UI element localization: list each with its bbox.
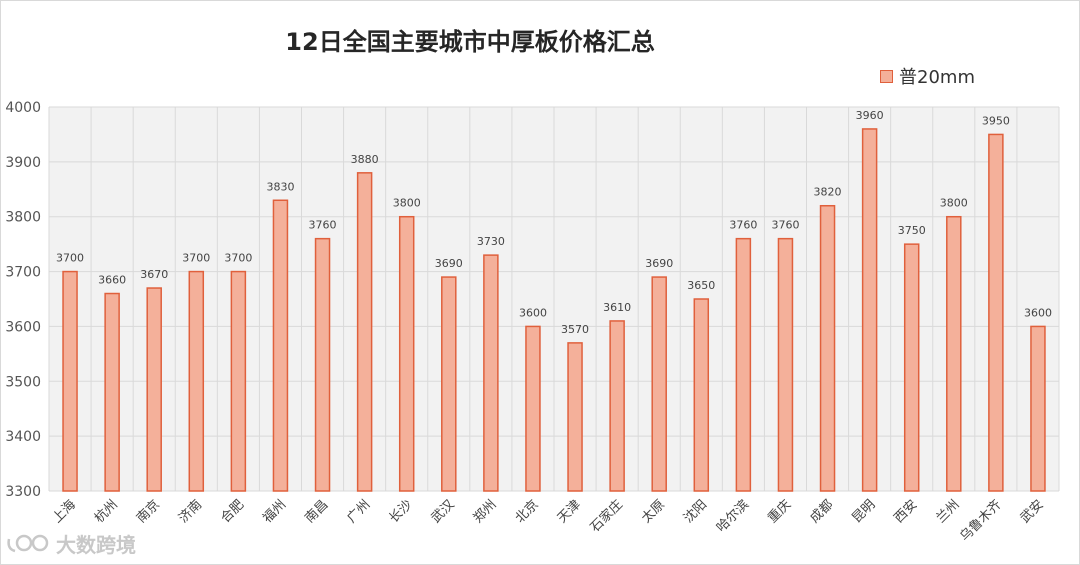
x-tick-label: 天津 — [555, 497, 584, 526]
bar — [104, 292, 120, 492]
bar — [62, 270, 78, 492]
data-label: 3800 — [393, 197, 421, 210]
chart-legend: 普20mm — [880, 64, 975, 88]
x-tick-label: 济南 — [175, 497, 205, 527]
bar — [272, 199, 289, 492]
x-tick-label: 福州 — [260, 497, 289, 526]
bar — [146, 287, 162, 492]
legend-label: 普20mm — [899, 67, 975, 88]
bar — [356, 172, 373, 492]
x-tick-label: 乌鲁木齐 — [957, 497, 1005, 545]
data-label: 3960 — [856, 109, 884, 122]
watermark: 大数跨境 — [6, 528, 136, 558]
bar — [567, 342, 583, 492]
bar — [314, 237, 331, 492]
brand-logo-icon — [7, 534, 49, 553]
bar — [777, 237, 794, 492]
x-tick-label: 上海 — [50, 497, 79, 526]
bar — [693, 298, 710, 492]
bar — [525, 325, 541, 492]
x-tick-label: 广州 — [344, 497, 373, 526]
x-tick-label: 太原 — [639, 497, 668, 526]
x-tick-label: 重庆 — [765, 497, 795, 527]
data-label: 3610 — [603, 301, 631, 314]
x-tick-label: 北京 — [513, 497, 542, 526]
data-label: 3700 — [224, 252, 252, 265]
y-tick-label: 3900 — [5, 155, 41, 171]
x-tick-label: 杭州 — [92, 497, 121, 526]
x-tick-label: 南京 — [133, 497, 163, 527]
y-tick-label: 3800 — [5, 210, 41, 226]
data-label: 3600 — [519, 306, 547, 319]
bar — [988, 133, 1004, 492]
data-label: 3760 — [309, 219, 337, 232]
x-tick-label: 长沙 — [387, 497, 416, 526]
data-label: 3650 — [687, 279, 715, 292]
watermark-text: 大数跨境 — [56, 532, 136, 557]
data-label: 3570 — [561, 323, 589, 336]
bar — [651, 276, 667, 492]
x-tick-label: 成都 — [807, 497, 836, 526]
data-label: 3690 — [435, 257, 463, 270]
x-tick-label: 石家庄 — [587, 497, 626, 536]
x-tick-label: 郑州 — [471, 497, 500, 526]
bar — [946, 215, 962, 492]
y-tick-label: 3600 — [5, 319, 41, 335]
bar — [188, 270, 205, 492]
x-tick-label: 合肥 — [218, 497, 247, 526]
x-tick-label: 沈阳 — [681, 497, 710, 526]
x-tick-label: 武安 — [1018, 497, 1047, 526]
x-tick-label: 西安 — [892, 497, 921, 526]
bar — [398, 215, 415, 492]
y-tick-label: 3700 — [5, 265, 41, 281]
data-label: 3760 — [729, 219, 757, 232]
data-label: 3750 — [898, 224, 926, 237]
x-tick-label: 昆明 — [849, 497, 878, 526]
bar — [735, 237, 752, 492]
data-label: 3820 — [814, 186, 842, 199]
data-label: 3670 — [140, 268, 168, 281]
data-label: 3730 — [477, 235, 505, 248]
data-label: 3760 — [771, 219, 799, 232]
data-label: 3700 — [182, 252, 210, 265]
x-tick-label: 兰州 — [934, 497, 963, 526]
data-label: 3880 — [351, 153, 379, 166]
data-label: 3700 — [56, 252, 84, 265]
legend-swatch — [880, 69, 893, 83]
y-tick-label: 3500 — [5, 374, 41, 390]
bar — [441, 276, 457, 492]
data-label: 3800 — [940, 197, 968, 210]
y-tick-label: 3400 — [5, 429, 41, 445]
bar — [230, 270, 247, 492]
bar — [1030, 325, 1046, 492]
data-label: 3950 — [982, 114, 1010, 127]
bar — [483, 254, 499, 492]
y-tick-label: 4000 — [5, 100, 41, 116]
data-label: 3690 — [645, 257, 673, 270]
data-label: 3660 — [98, 274, 126, 287]
bar — [609, 320, 625, 492]
data-label: 3600 — [1024, 306, 1052, 319]
bar — [819, 204, 836, 492]
x-tick-label: 南昌 — [302, 497, 332, 527]
bar — [861, 128, 878, 492]
bar — [903, 243, 920, 492]
x-tick-label: 哈尔滨 — [713, 497, 752, 536]
x-tick-label: 武汉 — [429, 497, 458, 526]
y-tick-label: 3300 — [5, 484, 41, 500]
chart-title: 12日全国主要城市中厚板价格汇总 — [285, 28, 655, 56]
data-label: 3830 — [266, 180, 294, 193]
